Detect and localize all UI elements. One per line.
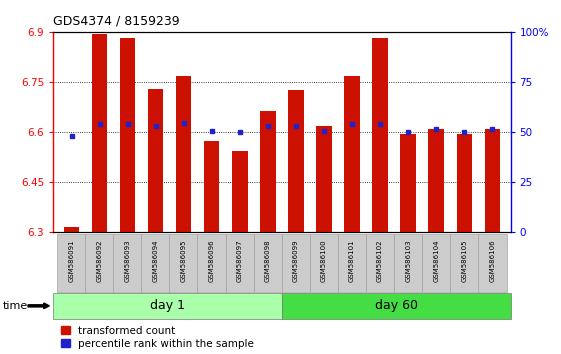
Text: GSM586096: GSM586096 [209,240,215,282]
Text: day 1: day 1 [150,299,185,312]
Bar [457,134,472,232]
Bar [288,90,304,232]
Bar [204,141,219,232]
Bar [64,227,79,232]
Bar [429,129,444,232]
Text: GSM586101: GSM586101 [349,240,355,282]
Bar [260,111,275,232]
Bar [344,76,360,232]
Bar [373,38,388,232]
Text: GSM586098: GSM586098 [265,240,271,282]
Bar [176,76,191,232]
Bar [316,126,332,232]
Text: GSM586092: GSM586092 [96,240,103,282]
Bar [232,151,247,232]
Text: GSM586094: GSM586094 [153,240,159,282]
Text: GSM586091: GSM586091 [68,240,75,282]
Text: GSM586100: GSM586100 [321,240,327,282]
Text: GSM586102: GSM586102 [377,240,383,282]
Text: GSM586097: GSM586097 [237,240,243,282]
Text: GSM586105: GSM586105 [461,240,467,282]
Text: GDS4374 / 8159239: GDS4374 / 8159239 [53,14,180,27]
Bar [92,34,107,232]
Legend: transformed count, percentile rank within the sample: transformed count, percentile rank withi… [61,326,254,349]
Text: GSM586099: GSM586099 [293,240,299,282]
Bar [120,38,135,232]
Text: day 60: day 60 [375,299,418,312]
Text: time: time [3,301,28,311]
Text: GSM586103: GSM586103 [405,240,411,282]
Bar [401,134,416,232]
Bar [485,129,500,232]
Text: GSM586106: GSM586106 [489,240,495,282]
Bar [148,89,163,232]
Text: GSM586093: GSM586093 [125,240,131,282]
Text: GSM586095: GSM586095 [181,240,187,282]
Text: GSM586104: GSM586104 [433,240,439,282]
